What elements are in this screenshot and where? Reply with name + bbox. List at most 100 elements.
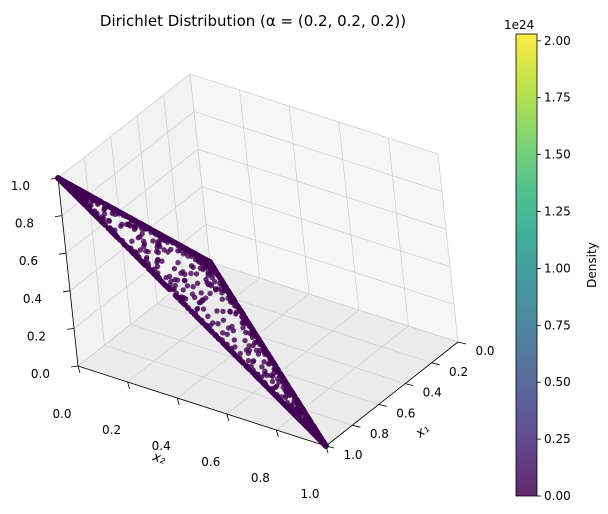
- z-tick-label: 0.0: [31, 367, 50, 381]
- data-point: [101, 211, 108, 217]
- data-point: [137, 247, 144, 253]
- grid-line-floor-x2: [176, 293, 310, 399]
- data-point: [68, 182, 75, 188]
- data-point: [178, 298, 184, 304]
- z-tick-mark: [50, 177, 59, 180]
- data-point: [200, 306, 207, 312]
- data-point: [232, 344, 238, 350]
- data-point: [180, 287, 186, 293]
- data-point: [285, 383, 291, 389]
- data-point: [101, 207, 107, 213]
- grid-line-floor-x1: [130, 324, 379, 405]
- z-tick-mark: [58, 252, 67, 255]
- data-point: [205, 325, 212, 332]
- data-point: [166, 286, 172, 292]
- data-point: [111, 206, 117, 212]
- y-axis-label: x₂: [150, 449, 168, 468]
- z-tick-mark: [70, 365, 79, 368]
- y-axis-line: [77, 365, 327, 447]
- z-axis-line: [57, 177, 79, 367]
- data-point: [154, 263, 161, 270]
- data-point: [172, 277, 178, 283]
- data-point: [140, 238, 147, 244]
- data-point: [250, 342, 256, 349]
- data-point: [174, 294, 180, 300]
- z-tick-mark: [66, 328, 75, 330]
- y-tick-label: 0.4: [152, 439, 171, 453]
- data-point: [246, 343, 252, 349]
- data-point: [270, 390, 276, 396]
- data-point: [310, 423, 316, 429]
- colorbar-tick-label: 1.00: [544, 261, 571, 275]
- data-point: [262, 347, 269, 353]
- data-point: [250, 358, 257, 364]
- data-point: [269, 378, 276, 385]
- data-point: [193, 271, 200, 277]
- data-point: [131, 251, 137, 257]
- data-point: [293, 413, 299, 419]
- data-point: [320, 440, 326, 446]
- colorbar-tick-label: 1.50: [544, 148, 571, 162]
- data-point: [140, 260, 146, 266]
- z-tick-mark: [54, 215, 63, 217]
- data-point: [95, 197, 102, 203]
- data-point: [240, 325, 246, 331]
- data-point: [255, 336, 262, 342]
- colorbar: 0.00 0.25 0.50 0.75 1.00 1.25 1.50 1.75 2.00 1e2…: [504, 18, 599, 503]
- data-point: [184, 283, 191, 289]
- grid-line-left-z: [65, 148, 199, 254]
- grid-line-right-z: [205, 224, 455, 305]
- grid-line-floor-x2: [127, 277, 260, 383]
- data-point: [240, 360, 246, 366]
- data-point: [266, 352, 272, 358]
- y-tick-label: 0.0: [52, 407, 71, 421]
- data-point: [237, 350, 243, 357]
- data-point: [227, 308, 233, 314]
- data-point: [280, 384, 286, 390]
- data-point: [219, 296, 225, 302]
- data-point: [165, 235, 171, 242]
- data-point: [75, 195, 82, 202]
- colorbar-exponent: 1e24: [504, 18, 534, 32]
- data-point: [246, 321, 253, 328]
- x-tick-mark: [352, 424, 361, 428]
- x-tick-mark: [405, 383, 414, 386]
- data-point: [288, 408, 294, 414]
- grid-line-right-z: [189, 73, 439, 155]
- data-point: [139, 231, 145, 237]
- data-point: [220, 308, 226, 315]
- data-point: [83, 191, 90, 197]
- data-point: [215, 321, 221, 327]
- grid-line-right-x2: [388, 137, 409, 327]
- data-point: [180, 269, 186, 275]
- data-point: [249, 334, 256, 340]
- data-point: [166, 273, 173, 279]
- x-axis-label: x₁: [412, 421, 432, 441]
- y-tick-mark: [127, 381, 130, 390]
- data-point: [100, 220, 106, 226]
- y-tick-label: 0.8: [251, 471, 270, 485]
- x-tick-label: 0.8: [370, 427, 389, 441]
- y-tick-mark: [77, 365, 81, 374]
- grid-line-left-x1: [189, 73, 211, 263]
- data-point: [213, 269, 220, 275]
- data-point: [230, 328, 236, 334]
- data-point: [190, 284, 196, 290]
- x-tick-label: 0.2: [449, 365, 468, 379]
- data-point: [198, 290, 204, 296]
- data-point: [253, 347, 260, 353]
- data-point: [284, 404, 290, 410]
- data-point: [231, 297, 237, 303]
- tick-labels: 0.0 0.2 0.4 0.6 0.8 1.0 0.0 0.2 0.4 0.6 0.8 1.0 0.0 0…: [11, 177, 495, 501]
- data-point: [243, 347, 250, 353]
- colorbar-gradient: [515, 33, 538, 497]
- x-tick-label: 0.4: [423, 386, 442, 400]
- data-point: [279, 399, 285, 405]
- data-point: [268, 356, 275, 363]
- x-tick-label: 0.0: [475, 344, 494, 358]
- data-point: [67, 187, 74, 194]
- data-point: [159, 233, 166, 239]
- z-tick-label: 0.8: [15, 217, 34, 231]
- z-tick-mark: [62, 290, 71, 293]
